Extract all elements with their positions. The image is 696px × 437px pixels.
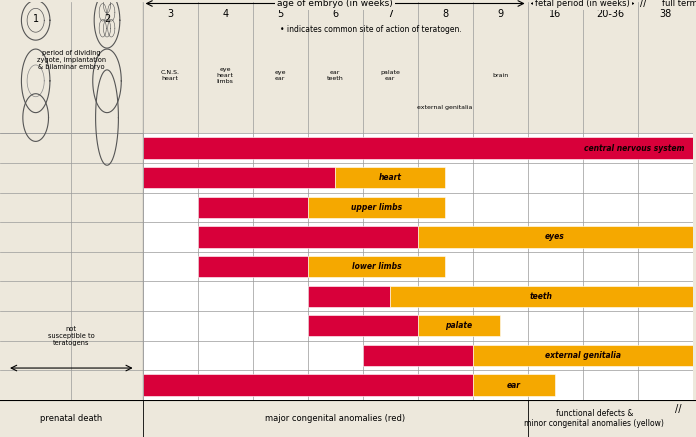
Bar — [308, 315, 418, 336]
Bar — [390, 285, 693, 307]
Bar — [473, 375, 555, 396]
Text: ear: ear — [507, 381, 521, 389]
Text: upper limbs: upper limbs — [351, 203, 402, 212]
Bar — [198, 226, 418, 248]
Text: full term: full term — [663, 0, 696, 8]
Bar — [308, 256, 445, 277]
Text: 16: 16 — [549, 9, 561, 19]
Bar — [143, 375, 473, 396]
Bar — [473, 345, 693, 366]
Bar — [143, 167, 335, 188]
Text: functional defects &
minor congenital anomalies (yellow): functional defects & minor congenital an… — [525, 409, 664, 428]
Text: eye
heart
limbs: eye heart limbs — [216, 67, 234, 84]
Text: 5: 5 — [277, 9, 283, 19]
Bar — [418, 226, 693, 248]
Text: • indicates common site of action of teratogen.: • indicates common site of action of ter… — [280, 25, 462, 34]
Text: 8: 8 — [442, 9, 448, 19]
Text: eye
ear: eye ear — [274, 70, 286, 81]
Text: 9: 9 — [497, 9, 503, 19]
Text: 3: 3 — [167, 9, 173, 19]
Text: 20-36: 20-36 — [596, 9, 624, 19]
Text: period of dividing
zygote, implantation
& bilaminar embryo: period of dividing zygote, implantation … — [37, 50, 106, 70]
Text: prenatal death: prenatal death — [40, 414, 102, 423]
Text: palate: palate — [445, 321, 473, 330]
Text: ear
teeth: ear teeth — [326, 70, 344, 81]
Bar — [143, 137, 693, 159]
Bar — [308, 197, 445, 218]
Text: //: // — [675, 404, 682, 414]
Text: not
susceptible to
teratogens: not susceptible to teratogens — [48, 326, 95, 346]
Text: teeth: teeth — [530, 291, 553, 301]
Bar — [363, 345, 473, 366]
Text: C.N.S.
heart: C.N.S. heart — [161, 70, 180, 81]
Text: 6: 6 — [332, 9, 338, 19]
Text: 2: 2 — [104, 14, 110, 24]
Bar — [335, 167, 445, 188]
Text: age of embryo (in weeks): age of embryo (in weeks) — [277, 0, 393, 8]
Text: 1: 1 — [33, 14, 39, 24]
Text: heart: heart — [379, 173, 402, 182]
Text: palate
ear: palate ear — [380, 70, 400, 81]
Bar — [418, 315, 500, 336]
Bar — [198, 197, 308, 218]
Text: fetal period (in weeks): fetal period (in weeks) — [535, 0, 630, 8]
Text: 4: 4 — [222, 9, 228, 19]
Text: external genitalia: external genitalia — [418, 104, 473, 110]
Text: central nervous system: central nervous system — [584, 144, 684, 153]
Text: external genitalia: external genitalia — [544, 351, 621, 360]
Text: major congenital anomalies (red): major congenital anomalies (red) — [265, 414, 405, 423]
Text: brain: brain — [492, 73, 508, 78]
Text: 38: 38 — [659, 9, 671, 19]
Text: //: // — [640, 0, 647, 8]
Text: lower limbs: lower limbs — [351, 262, 401, 271]
Text: 7: 7 — [387, 9, 393, 19]
Bar — [198, 256, 308, 277]
Text: eyes: eyes — [545, 232, 565, 242]
Bar — [308, 285, 390, 307]
